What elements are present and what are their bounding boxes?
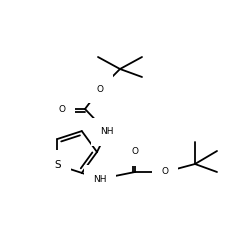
Text: O: O bbox=[132, 147, 139, 156]
Text: O: O bbox=[162, 168, 169, 176]
Text: NH: NH bbox=[100, 128, 114, 137]
Text: NH: NH bbox=[93, 174, 107, 183]
Text: O: O bbox=[96, 84, 103, 93]
Text: S: S bbox=[54, 160, 61, 170]
Text: O: O bbox=[59, 105, 65, 113]
